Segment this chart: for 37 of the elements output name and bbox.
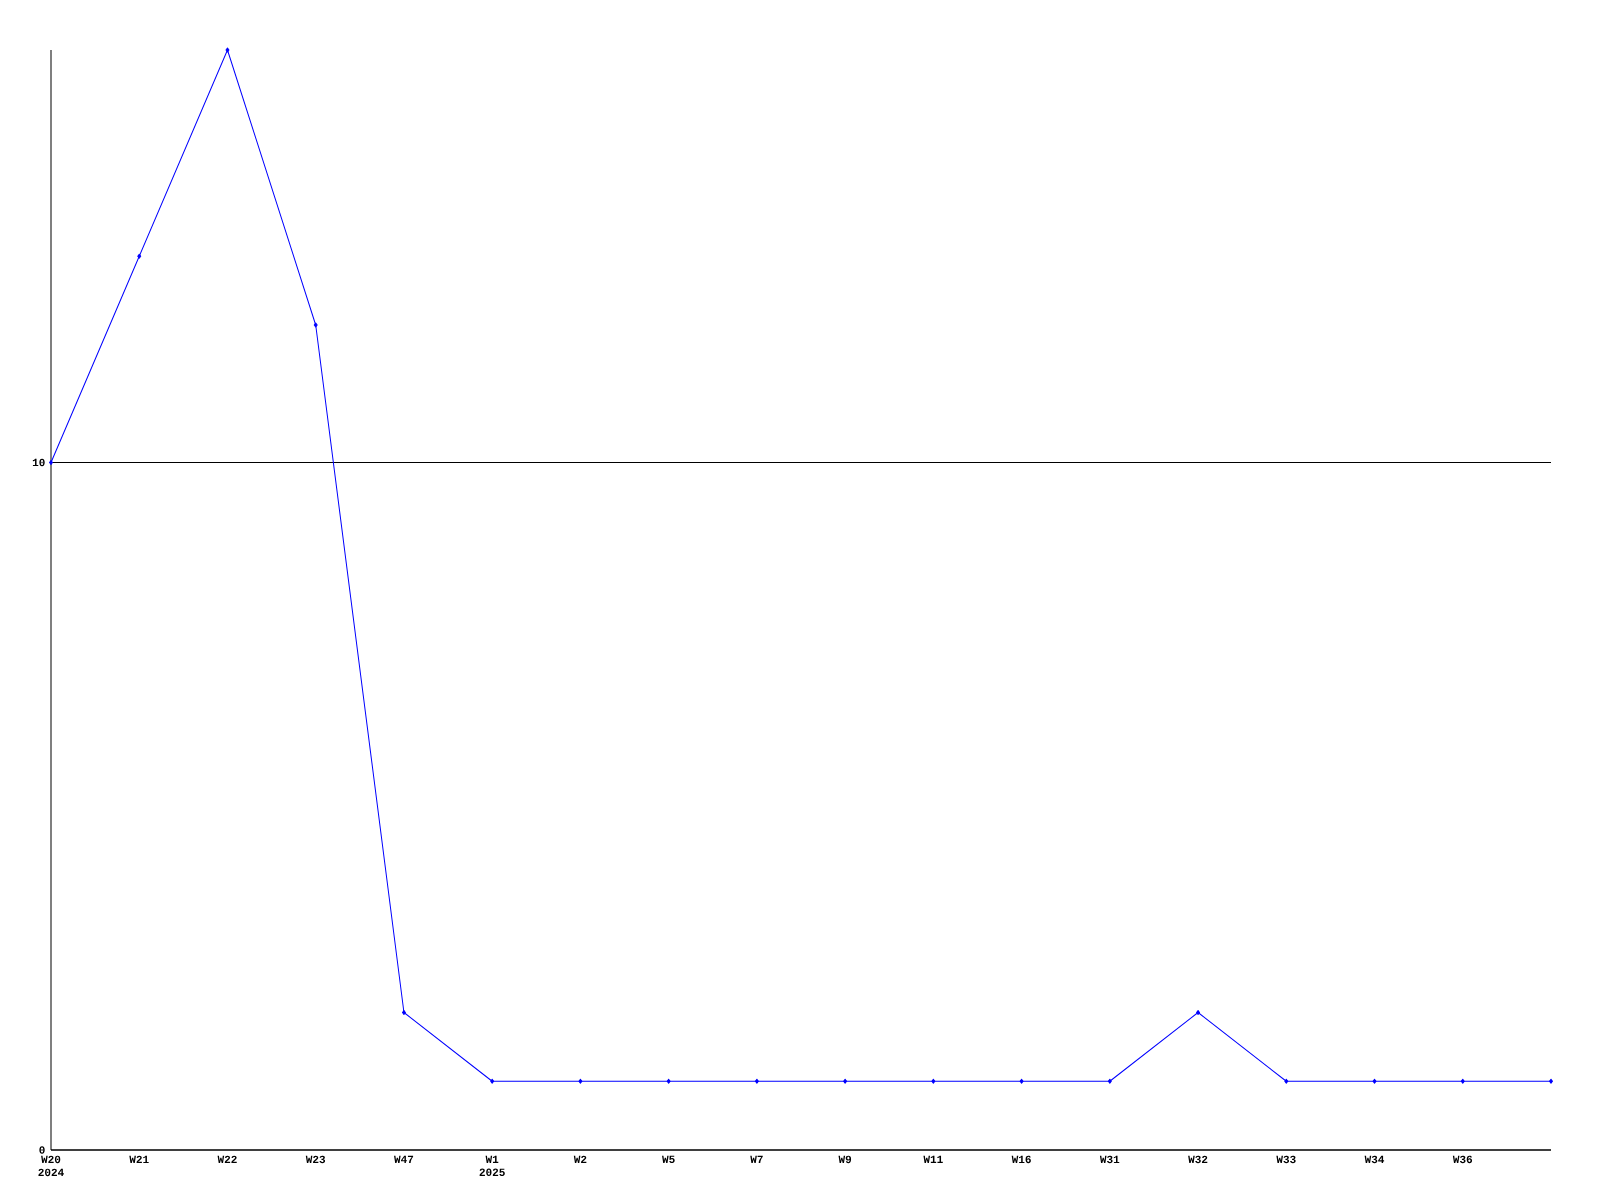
point: [1284, 1078, 1289, 1084]
point: [1549, 1078, 1553, 1084]
x-tick-label: W32: [1188, 1155, 1208, 1164]
point: [137, 253, 142, 259]
point: [1196, 1010, 1201, 1015]
x-tick-label: W33: [1276, 1155, 1296, 1164]
point: [1372, 1078, 1377, 1084]
point: [666, 1078, 671, 1084]
x-tick-label: W31: [1099, 1155, 1120, 1164]
point: [401, 1010, 406, 1015]
x-tick-label: W22: [217, 1155, 237, 1164]
x-tick-label: W9: [838, 1155, 852, 1164]
point: [754, 1078, 759, 1084]
x-tick-label: W36: [1452, 1155, 1473, 1164]
point: [1019, 1078, 1024, 1084]
point: [225, 47, 230, 53]
point: [931, 1078, 936, 1084]
x-tick-label: W5: [662, 1155, 675, 1164]
y-tick-label: 10: [32, 458, 45, 467]
x-tick-label: W1 2025: [479, 1155, 505, 1177]
point: [1107, 1078, 1112, 1084]
point: [490, 1078, 495, 1084]
x-tick-label: W34: [1364, 1155, 1385, 1164]
x-tick-label: W20 2024: [38, 1155, 64, 1177]
point: [578, 1078, 583, 1084]
x-tick-label: W7: [750, 1155, 763, 1163]
x-tick-label: W21: [129, 1155, 149, 1164]
x-tick-label: W2: [573, 1155, 587, 1164]
point: [49, 459, 53, 465]
x-tick-label: W23: [305, 1155, 326, 1164]
x-tick-label: W47: [394, 1155, 414, 1163]
point: [313, 322, 318, 328]
y-tick-label: 0: [39, 1146, 45, 1154]
x-tick-label: W11: [923, 1155, 943, 1163]
point: [1460, 1078, 1465, 1084]
point: [843, 1078, 848, 1084]
x-tick-label: W16: [1011, 1155, 1031, 1164]
